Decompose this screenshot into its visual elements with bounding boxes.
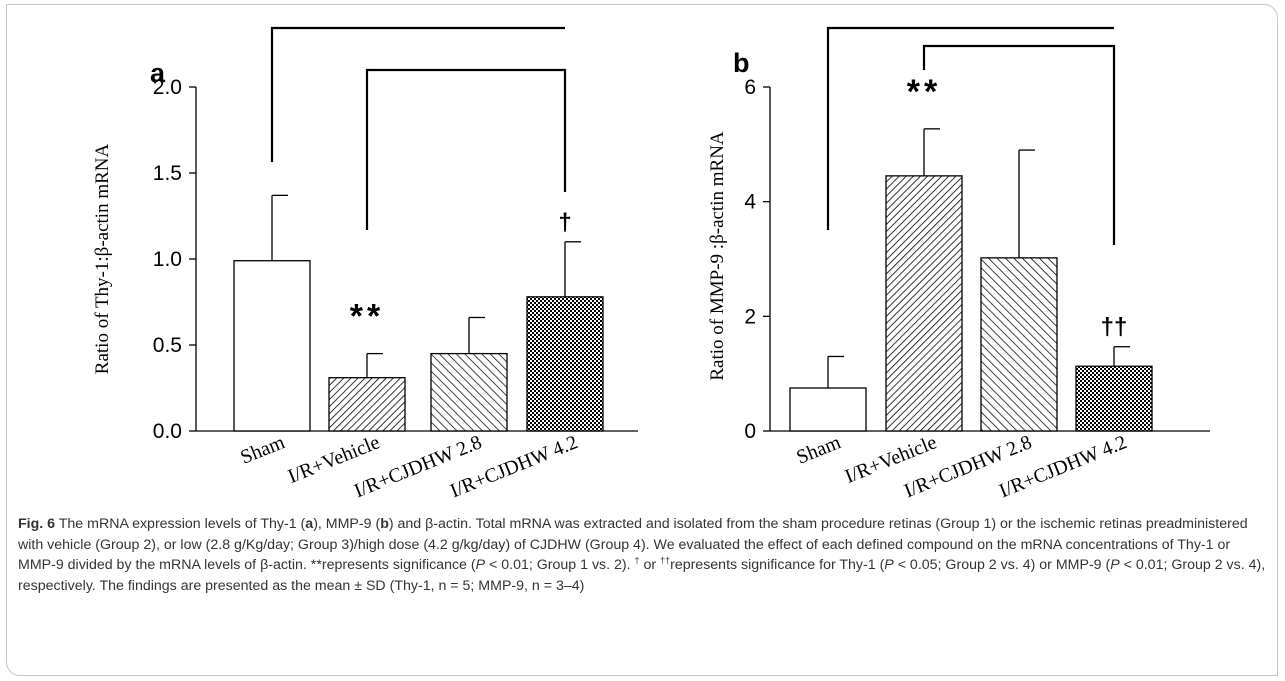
caption-text-8: < 0.01; Group 2 vs. 4), respectively. Th… [18, 557, 1266, 594]
bars-b: ** †† [789, 73, 1153, 432]
y-tick-label: 2 [744, 305, 756, 328]
bar [980, 257, 1058, 432]
caption-ref-b: b [380, 516, 389, 532]
caption-double-dagger: †† [660, 555, 671, 566]
bars-a: ** † [233, 194, 604, 432]
y-tick-label: 1.5 [153, 162, 182, 185]
y-tick-label: 0.5 [153, 334, 182, 357]
y-axis-label-b: Ratio of MMP-9 :β-actin mRNA [707, 131, 728, 381]
significance-bracket-a-2 [365, 68, 567, 230]
significance-marker: ** [350, 298, 384, 336]
caption-label: Fig. 6 [18, 516, 56, 532]
bar [885, 175, 963, 432]
significance-bracket-b-1 [826, 26, 1114, 230]
significance-bracket-a-1 [270, 26, 565, 162]
y-tick-label: 2.0 [153, 76, 182, 99]
panel-b: b Ratio of MMP-9 :β-actin mRNA 0 2 4 6 ** ††… [707, 26, 1210, 502]
significance-marker: †† [1101, 314, 1128, 341]
bar [526, 296, 604, 432]
y-tick-label: 0 [744, 420, 756, 443]
caption-text-1: The mRNA expression levels of Thy-1 ( [55, 516, 306, 532]
caption-text-7: < 0.05; Group 2 vs. 4) or MMP-9 ( [893, 557, 1111, 574]
bar [233, 260, 311, 432]
y-tick-label: 0.0 [153, 420, 182, 443]
significance-marker: † [558, 209, 571, 236]
caption-ref-a: a [305, 516, 314, 532]
panel-a: a Ratio of Thy-1:β-actin mRNA 0.0 0.5 1.0 1… [92, 26, 638, 502]
caption-text-2: ), MMP-9 ( [313, 516, 381, 532]
caption-dagger: † [634, 555, 640, 566]
y-tick-label: 4 [744, 191, 756, 214]
y-tick-label: 1.0 [153, 248, 182, 271]
y-tick-label: 6 [744, 76, 756, 99]
significance-bracket-b-2 [922, 44, 1116, 245]
panel-label-a: a [150, 58, 166, 88]
y-axis-label-a: Ratio of Thy-1:β-actin mRNA [92, 144, 113, 375]
y-ticks-a: 0.0 0.5 1.0 1.5 2.0 [153, 76, 196, 443]
bar [328, 377, 406, 432]
x-tick-label: Sham [793, 431, 844, 469]
bar [789, 387, 867, 432]
panel-label-b: b [733, 48, 750, 78]
x-tick-label: Sham [237, 431, 288, 469]
caption-text-3: ) and β-actin. Total mRNA was extracted … [18, 516, 1248, 574]
caption-p-3: P [1110, 557, 1120, 574]
figure-frame [6, 4, 1278, 676]
significance-marker: ** [907, 73, 941, 111]
bar [430, 352, 508, 432]
caption-text-5: or [639, 557, 661, 574]
caption-p-2: P [884, 557, 894, 574]
caption-p-1: P [475, 557, 486, 574]
caption-text-6: represents significance for Thy-1 ( [670, 557, 885, 574]
caption-text-4: < 0.01; Group 1 vs. 2). [485, 557, 635, 574]
figure-charts: a Ratio of Thy-1:β-actin mRNA 0.0 0.5 1.0 1… [92, 26, 1210, 502]
figure-caption: Fig. 6 The mRNA expression levels of Thy… [18, 514, 1268, 596]
bar [1075, 365, 1153, 432]
y-ticks-b: 0 2 4 6 [744, 76, 770, 443]
